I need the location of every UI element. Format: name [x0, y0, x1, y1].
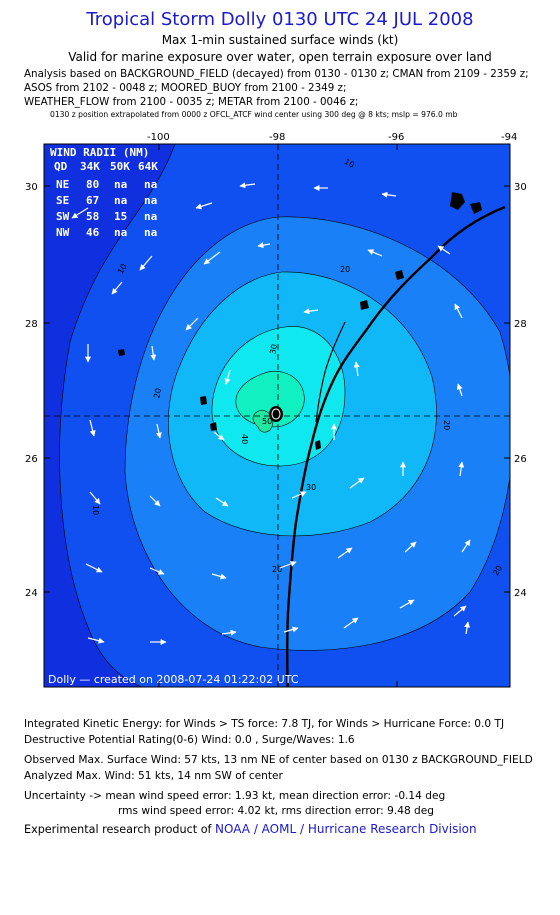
contour-label: 30 [268, 343, 279, 355]
position-note: 0130 z position extrapolated from 0000 z… [50, 110, 458, 119]
analysis-line-3: WEATHER_FLOW from 2100 - 0035 z; METAR f… [24, 96, 359, 108]
barrier-island [315, 321, 346, 423]
contour-label: 20 [340, 265, 350, 274]
lat-tick-label: 24 [514, 588, 527, 599]
lat-tick-label: 30 [25, 182, 38, 193]
contour-label: 20 [152, 387, 163, 399]
analysis-line-2: ASOS from 2102 - 0048 z; MOORED_BUOY fro… [24, 82, 347, 94]
land-fragments [118, 192, 482, 450]
wind-radii-quadrant: NE [56, 178, 69, 191]
wind-radii-header-50k: 50K [110, 160, 130, 173]
wind-radii-34k: 46 [86, 226, 100, 239]
wind-radii-title: WIND RADII (NM) [50, 146, 149, 159]
latitude-labels-left: 30 28 26 24 [25, 182, 38, 599]
lon-tick-label: -94 [501, 132, 517, 143]
map-credit-line: Dolly — created on 2008-07-24 01:22:02 U… [48, 673, 299, 686]
map-subtitle-validity: Valid for marine exposure over water, op… [68, 50, 492, 64]
wind-radii-64k: na [144, 210, 157, 223]
lat-tick-label: 28 [25, 319, 38, 330]
contour-label: 50 [262, 417, 272, 426]
coastline [286, 205, 506, 687]
lat-tick-label: 24 [25, 588, 38, 599]
wind-radii-64k: na [144, 178, 157, 191]
wind-radii-34k: 58 [86, 210, 99, 223]
wind-radii-50k: 15 [114, 210, 127, 223]
plot-area: 10 10 10 20 20 20 20 20 30 30 40 50 [44, 144, 510, 687]
longitude-labels-bottom: -100 -98 -96 -94 [147, 696, 517, 697]
observed-max-wind-line: Observed Max. Surface Wind: 57 kts, 13 n… [24, 754, 533, 766]
map-title: Tropical Storm Dolly 0130 UTC 24 JUL 200… [86, 9, 474, 30]
contour-label: 10 [91, 505, 100, 515]
lon-tick-label: -96 [388, 132, 404, 143]
wind-radii-64k: na [144, 194, 157, 207]
contour-label: 20 [491, 564, 504, 577]
contour-50 [235, 371, 305, 428]
lat-tick-label: 26 [25, 454, 38, 465]
wind-radii-34k: 67 [86, 194, 99, 207]
contour-label: 10 [116, 262, 129, 275]
wind-radii-table: WIND RADII (NM) QD 34K 50K 64K NE 80 na … [50, 146, 158, 239]
contour-label: 30 [306, 483, 316, 492]
wind-radii-50k: na [114, 178, 127, 191]
lon-tick-label: -96 [388, 696, 404, 697]
wind-radii-quadrant: SW [56, 210, 70, 223]
wind-radii-34k: 80 [86, 178, 99, 191]
uncertainty-line-1: Uncertainty -> mean wind speed error: 1.… [24, 790, 446, 802]
lat-tick-label: 26 [514, 454, 527, 465]
wind-radii-header-qd: QD [54, 160, 68, 173]
storm-center-marker [269, 406, 283, 422]
contour-label: 20 [442, 420, 451, 430]
wind-radii-quadrant: NW [56, 226, 70, 239]
lon-tick-label: -94 [501, 696, 517, 697]
map-subtitle: Max 1-min sustained surface winds (kt) [161, 33, 399, 47]
wind-radii-50k: na [114, 226, 127, 239]
credit-prefix: Experimental research product of [24, 823, 216, 836]
analysis-line-1: Analysis based on BACKGROUND_FIELD (deca… [24, 68, 529, 80]
credit-organization-link[interactable]: NOAA / AOML / Hurricane Research Divisio… [215, 822, 477, 836]
wind-radii-50k: na [114, 194, 127, 207]
plot-frame [43, 143, 511, 688]
lon-tick-label: -98 [269, 132, 285, 143]
wind-radii-header-34k: 34K [80, 160, 100, 173]
lon-tick-label: -98 [269, 696, 285, 697]
tick-marks [44, 144, 511, 687]
uncertainty-line-2: rms wind speed error: 4.02 kt, rms direc… [118, 805, 435, 817]
contour-label: 40 [240, 434, 249, 444]
wind-map: 10 10 10 20 20 20 20 20 30 30 40 50 [25, 132, 527, 697]
latitude-labels-right: 30 28 26 24 [514, 182, 527, 599]
analyzed-max-wind-line: Analyzed Max. Wind: 51 kts, 14 nm SW of … [24, 770, 283, 782]
lat-tick-label: 30 [514, 182, 527, 193]
lon-tick-label: -100 [147, 696, 170, 697]
destructive-potential-line: Destructive Potential Rating(0-6) Wind: … [24, 734, 355, 746]
wind-radii-64k: na [144, 226, 157, 239]
lat-tick-label: 28 [514, 319, 527, 330]
ike-line: Integrated Kinetic Energy: for Winds > T… [24, 718, 505, 730]
credit-line: Experimental research product of NOAA / … [24, 822, 477, 836]
longitude-labels-top: -100 -98 -96 -94 [147, 132, 517, 143]
contour-labels: 10 10 10 20 20 20 20 20 30 30 40 50 [91, 157, 504, 577]
wind-vectors [71, 182, 471, 645]
contour-label: 10 [343, 157, 356, 170]
lon-tick-label: -100 [147, 132, 170, 143]
wind-radii-quadrant: SE [56, 194, 69, 207]
wind-radii-header-64k: 64K [138, 160, 158, 173]
contour-label: 20 [272, 565, 282, 574]
